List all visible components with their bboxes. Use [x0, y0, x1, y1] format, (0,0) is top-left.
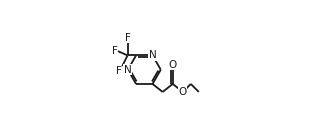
Text: O: O: [179, 87, 187, 97]
Text: N: N: [149, 50, 156, 60]
Text: N: N: [124, 65, 132, 75]
Text: F: F: [125, 33, 130, 43]
Text: F: F: [116, 66, 122, 76]
Text: F: F: [112, 46, 118, 56]
Text: O: O: [169, 60, 177, 70]
